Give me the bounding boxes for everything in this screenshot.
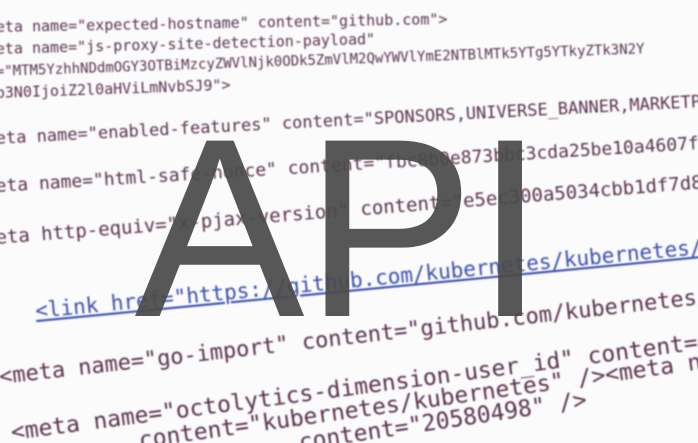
- overlay-title: API: [134, 86, 545, 371]
